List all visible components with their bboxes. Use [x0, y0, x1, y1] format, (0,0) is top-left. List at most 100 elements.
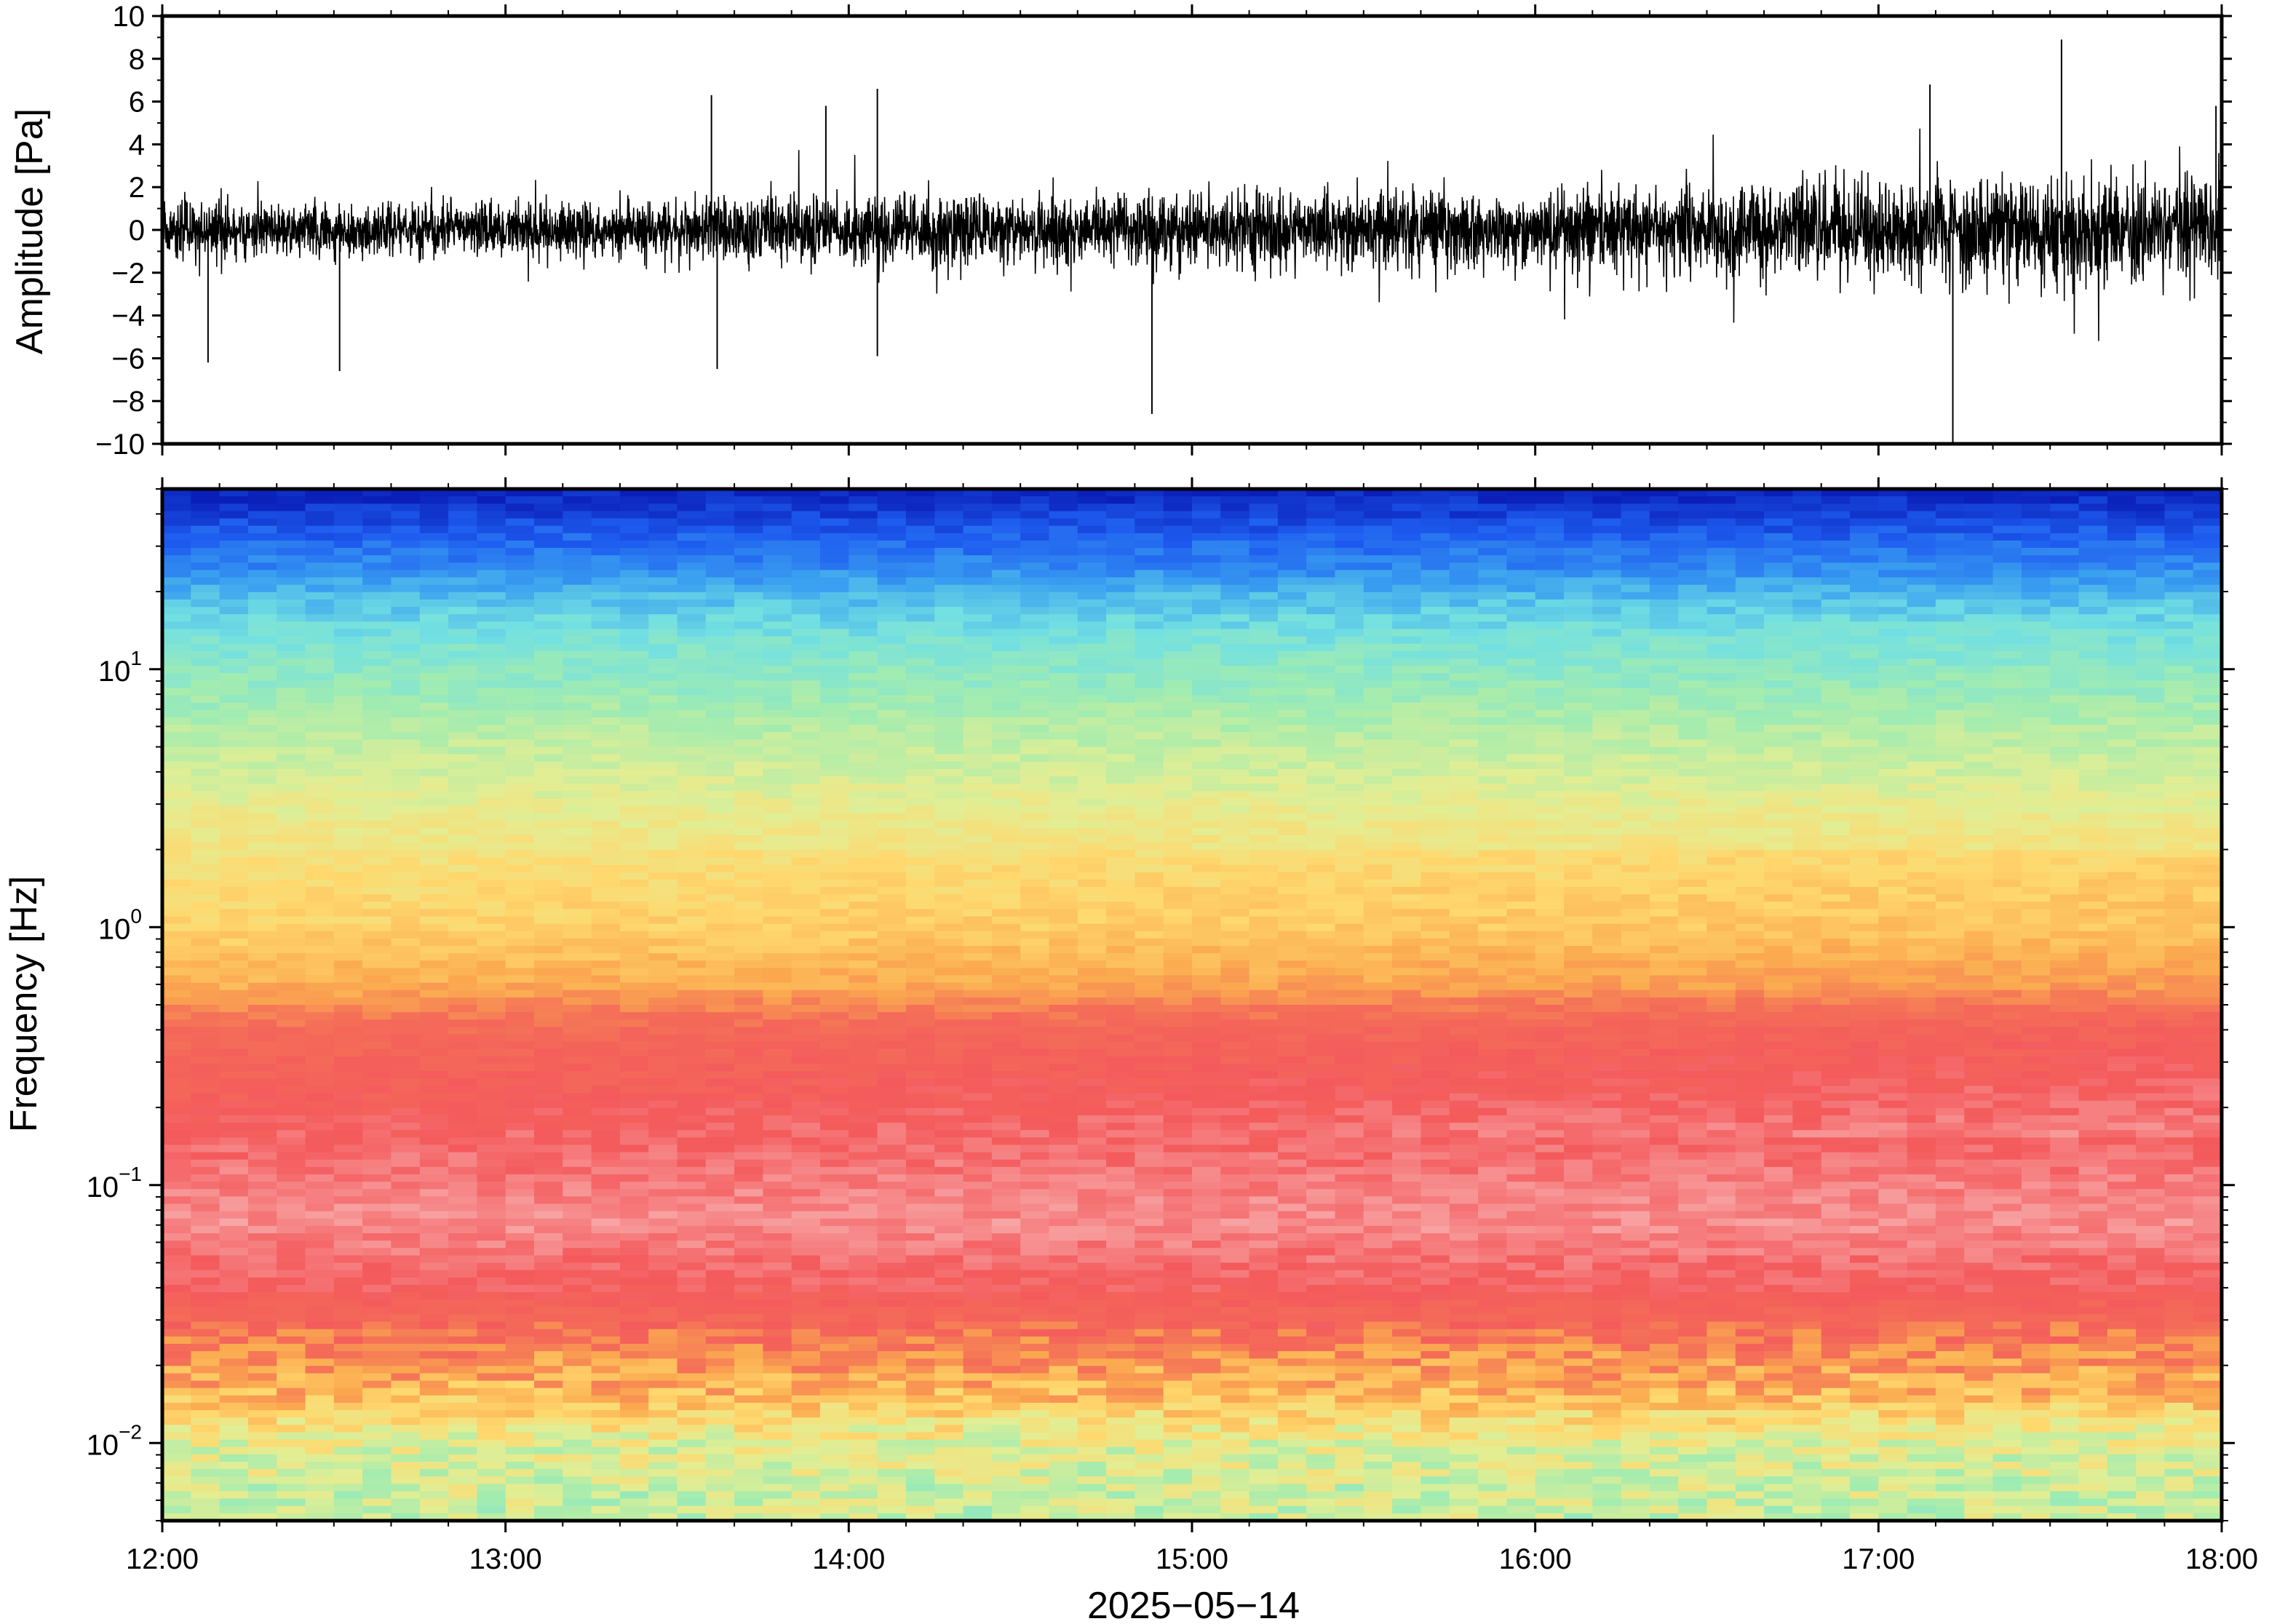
spectrogram-cell: [362, 525, 392, 534]
spectrogram-cell: [362, 938, 392, 947]
spectrogram-cell: [362, 784, 392, 792]
spectrogram-cell: [277, 695, 306, 704]
spectrogram-cell: [1878, 643, 1908, 652]
spectrogram-cell: [1792, 702, 1822, 711]
spectrogram-cell: [820, 540, 850, 549]
spectrogram-cell: [419, 666, 449, 674]
spectrogram-cell: [905, 607, 935, 615]
spectrogram-cell: [2078, 813, 2108, 821]
spectrogram-cell: [648, 747, 678, 755]
spectrogram-cell: [1907, 827, 1936, 836]
spectrogram-cell: [1878, 709, 1908, 718]
spectrogram-cell: [534, 548, 564, 556]
spectrogram-cell: [534, 923, 564, 932]
spectrogram-cell: [277, 658, 306, 666]
waveform-y-tick-label: 8: [129, 44, 145, 76]
spectrogram-cell: [1134, 680, 1164, 689]
waveform-y-tick-label: −10: [95, 429, 145, 461]
spectrogram-cell: [419, 768, 449, 777]
spectrogram-cell: [1277, 629, 1307, 637]
spectrogram-cell: [1163, 717, 1193, 725]
spectrogram-cell: [820, 658, 850, 666]
spectrogram-cell: [305, 864, 335, 873]
spectrogram-cell: [1735, 813, 1765, 821]
spectrogram-cell: [1420, 827, 1450, 836]
spectrogram-cell: [877, 709, 907, 718]
spectrogram-cell: [448, 946, 478, 954]
spectrogram-cell: [1192, 768, 1222, 777]
spectrogram-cell: [905, 931, 935, 939]
spectrogram-cell: [1592, 621, 1622, 630]
spectrogram-cell: [1420, 946, 1450, 954]
spectrogram-cell: [1020, 747, 1050, 755]
spectrogram-cell: [648, 709, 678, 718]
spectrogram-cell: [2050, 916, 2080, 925]
spectrogram-cell: [1792, 754, 1822, 763]
spectrogram-cell: [391, 636, 421, 645]
spectrogram-cell: [477, 533, 506, 541]
spectrogram-cell: [1478, 607, 1508, 615]
spectrogram-cell: [1306, 614, 1336, 623]
spectrogram-cell: [505, 614, 535, 623]
spectrogram-cell: [2136, 562, 2166, 571]
spectrogram-cell: [362, 968, 392, 976]
spectrogram-cell: [1649, 709, 1679, 718]
spectrogram-cell: [791, 496, 821, 504]
spectrogram-cell: [763, 916, 792, 925]
spectrogram-cell: [2164, 702, 2194, 711]
spectrogram-cell: [1592, 548, 1622, 556]
spectrogram-cell: [1935, 511, 1965, 520]
spectrogram-cell: [391, 702, 421, 711]
spectrogram-cell: [619, 975, 649, 984]
spectrogram-cell: [1163, 953, 1193, 961]
spectrogram-cell: [2021, 857, 2051, 866]
spectrogram-cell: [991, 931, 1021, 939]
spectrogram-cell: [1449, 614, 1479, 623]
spectrogram-cell: [219, 776, 249, 784]
spectrogram-cell: [1106, 688, 1136, 696]
spectrogram-cell: [1134, 805, 1164, 814]
spectrogram-cell: [2164, 599, 2194, 608]
spectrogram-cell: [791, 614, 821, 623]
spectrogram-cell: [1907, 511, 1936, 520]
spectrogram-cell: [1220, 533, 1250, 541]
spectrogram-cell: [1592, 518, 1622, 527]
spectrogram-cell: [1935, 739, 1965, 748]
spectrogram-cell: [2021, 709, 2051, 718]
spectrogram-cell: [477, 592, 506, 600]
spectrogram-cell: [534, 511, 564, 520]
spectrogram-cell: [477, 518, 506, 527]
spectrogram-cell: [1878, 680, 1908, 689]
spectrogram-cell: [1077, 901, 1107, 910]
spectrogram-cell: [1106, 570, 1136, 578]
spectrogram-cell: [1649, 739, 1679, 748]
spectrogram-cell: [1592, 791, 1622, 800]
spectrogram-cell: [2193, 673, 2222, 682]
spectrogram-cell: [1506, 658, 1536, 666]
spectrogram-cell: [1964, 599, 1994, 608]
spectrogram-cell: [1992, 813, 2022, 821]
spectrogram-cell: [1363, 533, 1393, 541]
spectrogram-cell: [1363, 894, 1393, 902]
spectrogram-cell: [2164, 717, 2194, 725]
spectrogram-cell: [1049, 584, 1078, 593]
spectrogram-cell: [219, 843, 249, 851]
spectrogram-cell: [1649, 901, 1679, 910]
spectrogram-cell: [1478, 857, 1508, 866]
spectrogram-cell: [1792, 946, 1822, 954]
spectrogram-cell: [905, 614, 935, 623]
spectrogram-cell: [1907, 584, 1936, 593]
spectrogram-cell: [591, 798, 621, 807]
spectrogram-cell: [2021, 872, 2051, 880]
spectrogram-cell: [1020, 909, 1050, 918]
spectrogram-cell: [505, 960, 535, 969]
spectrogram-cell: [991, 946, 1021, 954]
spectrogram-cell: [1306, 857, 1336, 866]
spectrogram-cell: [1220, 857, 1250, 866]
spectrogram-cell: [391, 592, 421, 600]
spectrogram-cell: [1163, 709, 1193, 718]
spectrogram-cell: [619, 717, 649, 725]
spectrogram-cell: [820, 938, 850, 947]
spectrogram-cell: [1335, 673, 1364, 682]
spectrogram-cell: [162, 768, 192, 777]
